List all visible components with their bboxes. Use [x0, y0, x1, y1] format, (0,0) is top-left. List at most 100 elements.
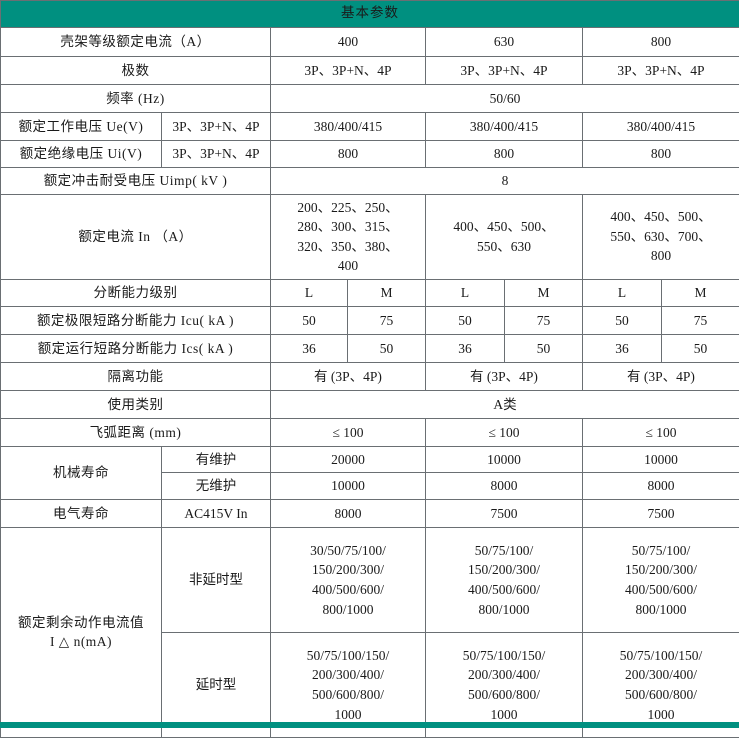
- cell-usage-class-value: A类: [271, 390, 739, 418]
- cell-ics-800-l: 36: [583, 334, 662, 362]
- rated-current-800-line-3: 800: [585, 246, 737, 266]
- cell-electrical-life-800: 7500: [583, 499, 739, 527]
- row-sublabel-working-voltage: 3P、3P+N、4P: [162, 113, 271, 141]
- table-row-rated-current: 额定电流 In （A） 200、225、250、 280、300、315、 32…: [1, 194, 739, 279]
- residual-non-delay-800-line-1: 50/75/100/: [585, 541, 737, 561]
- cell-rated-current-800: 400、450、500、 550、630、700、 800: [583, 194, 739, 279]
- cell-poles-400: 3P、3P+N、4P: [271, 57, 426, 85]
- cell-rated-current-630: 400、450、500、 550、630: [426, 194, 583, 279]
- residual-label-line-2: I △ n(mA): [3, 632, 159, 652]
- cell-ics-400-l: 36: [271, 334, 348, 362]
- cell-working-voltage-400: 380/400/415: [271, 113, 426, 141]
- residual-delay-400-line-3: 500/600/800/: [273, 685, 423, 705]
- table-row-impulse-voltage: 额定冲击耐受电压 Uimp( kV ) 8: [1, 168, 739, 195]
- table-row-icu: 额定极限短路分断能力 Icu( kA ) 50 75 50 75 50 75: [1, 306, 739, 334]
- cell-ics-400-m: 50: [348, 334, 426, 362]
- cell-breaking-class-630-l: L: [426, 279, 505, 306]
- rated-current-800-line-1: 400、450、500、: [585, 207, 737, 227]
- cell-mech-maintained-800: 10000: [583, 446, 739, 473]
- cell-mech-unmaintained-800: 8000: [583, 473, 739, 500]
- cell-ics-630-m: 50: [505, 334, 583, 362]
- cell-insulation-voltage-800: 800: [583, 141, 739, 168]
- cell-frame-current-630: 630: [426, 28, 583, 57]
- cell-isolation-800: 有 (3P、4P): [583, 362, 739, 390]
- table-row-insulation-voltage: 额定绝缘电压 Ui(V) 3P、3P+N、4P 800 800 800: [1, 141, 739, 168]
- table-row-ics: 额定运行短路分断能力 Ics( kA ) 36 50 36 50 36 50: [1, 334, 739, 362]
- row-label-mechanical-life: 机械寿命: [1, 446, 162, 499]
- row-label-icu: 额定极限短路分断能力 Icu( kA ): [1, 306, 271, 334]
- table-row-banner: 基本参数: [1, 1, 739, 28]
- cell-frame-current-800: 800: [583, 28, 739, 57]
- rated-current-630-line-2: 550、630: [428, 237, 580, 257]
- table-row-residual-non-delay: 额定剩余动作电流值 I △ n(mA) 非延时型 30/50/75/100/ 1…: [1, 527, 739, 632]
- residual-non-delay-400-line-2: 150/200/300/: [273, 560, 423, 580]
- row-label-usage-class: 使用类别: [1, 390, 271, 418]
- cell-mech-unmaintained-630: 8000: [426, 473, 583, 500]
- table-row-frequency: 频率 (Hz) 50/60: [1, 85, 739, 113]
- row-sublabel-residual-non-delay: 非延时型: [162, 527, 271, 632]
- cell-rated-current-400: 200、225、250、 280、300、315、 320、350、380、 4…: [271, 194, 426, 279]
- cell-ics-630-l: 36: [426, 334, 505, 362]
- cell-breaking-class-400-l: L: [271, 279, 348, 306]
- footer-accent-bar: [0, 722, 739, 728]
- residual-delay-630-line-3: 500/600/800/: [428, 685, 580, 705]
- cell-working-voltage-630: 380/400/415: [426, 113, 583, 141]
- residual-non-delay-800-line-2: 150/200/300/: [585, 560, 737, 580]
- residual-delay-800-line-3: 500/600/800/: [585, 685, 737, 705]
- row-label-ics: 额定运行短路分断能力 Ics( kA ): [1, 334, 271, 362]
- row-sublabel-mechanical-unmaintained: 无维护: [162, 473, 271, 500]
- cell-icu-800-l: 50: [583, 306, 662, 334]
- row-label-rated-current: 额定电流 In （A）: [1, 194, 271, 279]
- cell-isolation-630: 有 (3P、4P): [426, 362, 583, 390]
- row-label-residual-current: 额定剩余动作电流值 I △ n(mA): [1, 527, 162, 737]
- residual-non-delay-800-line-4: 800/1000: [585, 600, 737, 620]
- cell-insulation-voltage-630: 800: [426, 141, 583, 168]
- rated-current-630-line-1: 400、450、500、: [428, 217, 580, 237]
- cell-breaking-class-400-m: M: [348, 279, 426, 306]
- row-sublabel-electrical-life: AC415V In: [162, 499, 271, 527]
- cell-isolation-400: 有 (3P、4P): [271, 362, 426, 390]
- row-label-working-voltage: 额定工作电压 Ue(V): [1, 113, 162, 141]
- cell-impulse-voltage-value: 8: [271, 168, 739, 195]
- table-banner-title: 基本参数: [1, 1, 739, 28]
- residual-non-delay-400-line-3: 400/500/600/: [273, 580, 423, 600]
- table-row-frame-current: 壳架等级额定电流（A） 400 630 800: [1, 28, 739, 57]
- cell-icu-630-l: 50: [426, 306, 505, 334]
- rated-current-400-line-4: 400: [273, 256, 423, 276]
- residual-delay-400-line-1: 50/75/100/150/: [273, 646, 423, 666]
- residual-non-delay-400-line-4: 800/1000: [273, 600, 423, 620]
- cell-icu-800-m: 75: [662, 306, 739, 334]
- residual-non-delay-630-line-3: 400/500/600/: [428, 580, 580, 600]
- row-label-breaking-class: 分断能力级别: [1, 279, 271, 306]
- cell-poles-800: 3P、3P+N、4P: [583, 57, 739, 85]
- table-row-poles: 极数 3P、3P+N、4P 3P、3P+N、4P 3P、3P+N、4P: [1, 57, 739, 85]
- residual-delay-800-line-1: 50/75/100/150/: [585, 646, 737, 666]
- table-row-mechanical-life-maintained: 机械寿命 有维护 20000 10000 10000: [1, 446, 739, 473]
- rated-current-400-line-3: 320、350、380、: [273, 237, 423, 257]
- cell-insulation-voltage-400: 800: [271, 141, 426, 168]
- cell-working-voltage-800: 380/400/415: [583, 113, 739, 141]
- cell-frequency-value: 50/60: [271, 85, 739, 113]
- residual-non-delay-800-line-3: 400/500/600/: [585, 580, 737, 600]
- cell-frame-current-400: 400: [271, 28, 426, 57]
- residual-label-line-1: 额定剩余动作电流值: [3, 613, 159, 633]
- cell-poles-630: 3P、3P+N、4P: [426, 57, 583, 85]
- cell-arc-distance-800: ≤ 100: [583, 418, 739, 446]
- cell-mech-unmaintained-400: 10000: [271, 473, 426, 500]
- residual-non-delay-400-line-1: 30/50/75/100/: [273, 541, 423, 561]
- cell-electrical-life-400: 8000: [271, 499, 426, 527]
- cell-arc-distance-400: ≤ 100: [271, 418, 426, 446]
- cell-residual-non-delay-630: 50/75/100/ 150/200/300/ 400/500/600/ 800…: [426, 527, 583, 632]
- row-label-frequency: 频率 (Hz): [1, 85, 271, 113]
- residual-delay-630-line-2: 200/300/400/: [428, 665, 580, 685]
- table-row-breaking-class: 分断能力级别 L M L M L M: [1, 279, 739, 306]
- table-row-electrical-life: 电气寿命 AC415V In 8000 7500 7500: [1, 499, 739, 527]
- cell-mech-maintained-630: 10000: [426, 446, 583, 473]
- residual-delay-800-line-2: 200/300/400/: [585, 665, 737, 685]
- row-label-electrical-life: 电气寿命: [1, 499, 162, 527]
- cell-icu-630-m: 75: [505, 306, 583, 334]
- cell-residual-non-delay-800: 50/75/100/ 150/200/300/ 400/500/600/ 800…: [583, 527, 739, 632]
- cell-arc-distance-630: ≤ 100: [426, 418, 583, 446]
